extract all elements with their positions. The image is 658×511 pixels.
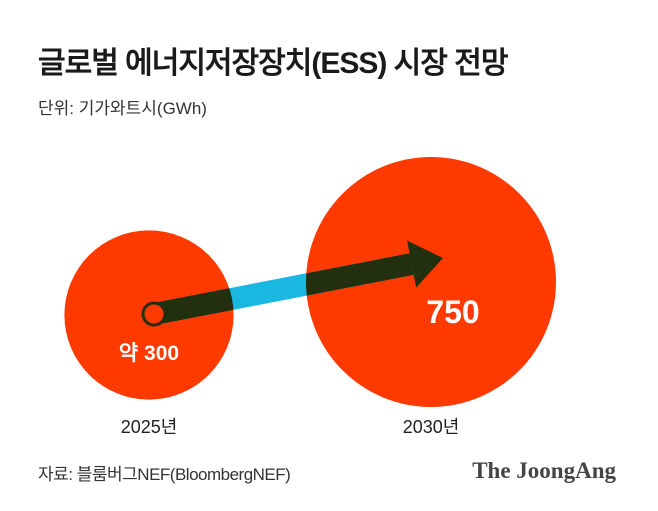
- publisher-logo: The JoongAng: [472, 458, 616, 483]
- chart-title: 글로벌 에너지저장장치(ESS) 시장 전망: [38, 47, 508, 80]
- source-note: 자료: 블룸버그NEF(BloombergNEF): [38, 465, 291, 484]
- category-label-2030: 2030년: [403, 417, 460, 437]
- arrow-tail-circle: [141, 301, 167, 327]
- arrow-head: [407, 240, 443, 288]
- growth-arrow: [141, 240, 443, 327]
- category-label-2025: 2025년: [121, 417, 178, 437]
- bubble-2030: [306, 157, 556, 407]
- data-label-2025: 약 300: [119, 342, 179, 365]
- unit-label: 단위: 기가와트시(GWh): [38, 99, 207, 118]
- data-label-2030: 750: [426, 294, 479, 330]
